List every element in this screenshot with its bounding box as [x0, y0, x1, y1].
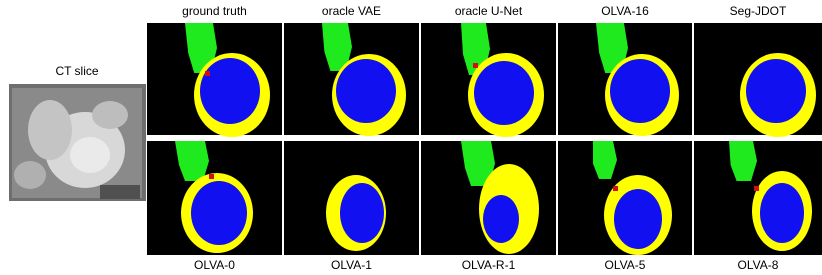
figure: CT slice ground truth oracle VAE oracle U-…	[0, 0, 822, 275]
panel-label: Seg-JDOT	[730, 4, 787, 18]
panel-label: oracle VAE	[322, 4, 381, 18]
blue-region	[610, 59, 670, 123]
page: {"input": {"label": "CT slice"}, "top_ro…	[0, 0, 822, 275]
blue-region	[474, 61, 534, 125]
segmentation-panel	[284, 23, 419, 136]
blue-region	[336, 59, 396, 123]
red-region	[205, 71, 210, 76]
red-region	[473, 63, 478, 68]
panel-label: ground truth	[182, 4, 247, 18]
segmentation-panel	[694, 141, 822, 255]
segmentation-panel	[558, 23, 692, 136]
segmentation-panel	[558, 141, 692, 255]
panel-label: OLVA-8	[738, 258, 779, 272]
blue-region	[340, 183, 384, 243]
blue-region	[483, 195, 519, 243]
segmentation-panel	[421, 141, 556, 255]
panel-label: OLVA-0	[194, 258, 235, 272]
segmentation-panel	[147, 141, 282, 255]
input-label: CT slice	[55, 64, 98, 78]
blue-region	[760, 183, 804, 243]
panel-label: OLVA-1	[331, 258, 372, 272]
blue-region	[191, 181, 247, 245]
panel-label: oracle U-Net	[455, 4, 523, 18]
panel-label: OLVA-16	[601, 4, 649, 18]
segmentation-panel	[284, 141, 419, 255]
blue-region	[614, 189, 662, 249]
blue-region	[746, 59, 806, 123]
ct-slice	[9, 84, 146, 201]
panel-label: OLVA-R-1	[462, 258, 516, 272]
red-region	[613, 186, 618, 191]
red-region	[754, 186, 759, 191]
segmentation-panel	[147, 23, 282, 137]
segmentation-panel	[694, 23, 822, 137]
red-region	[209, 174, 214, 179]
blue-region	[200, 58, 260, 124]
panel-label: OLVA-5	[605, 258, 646, 272]
segmentation-panel	[421, 23, 556, 137]
